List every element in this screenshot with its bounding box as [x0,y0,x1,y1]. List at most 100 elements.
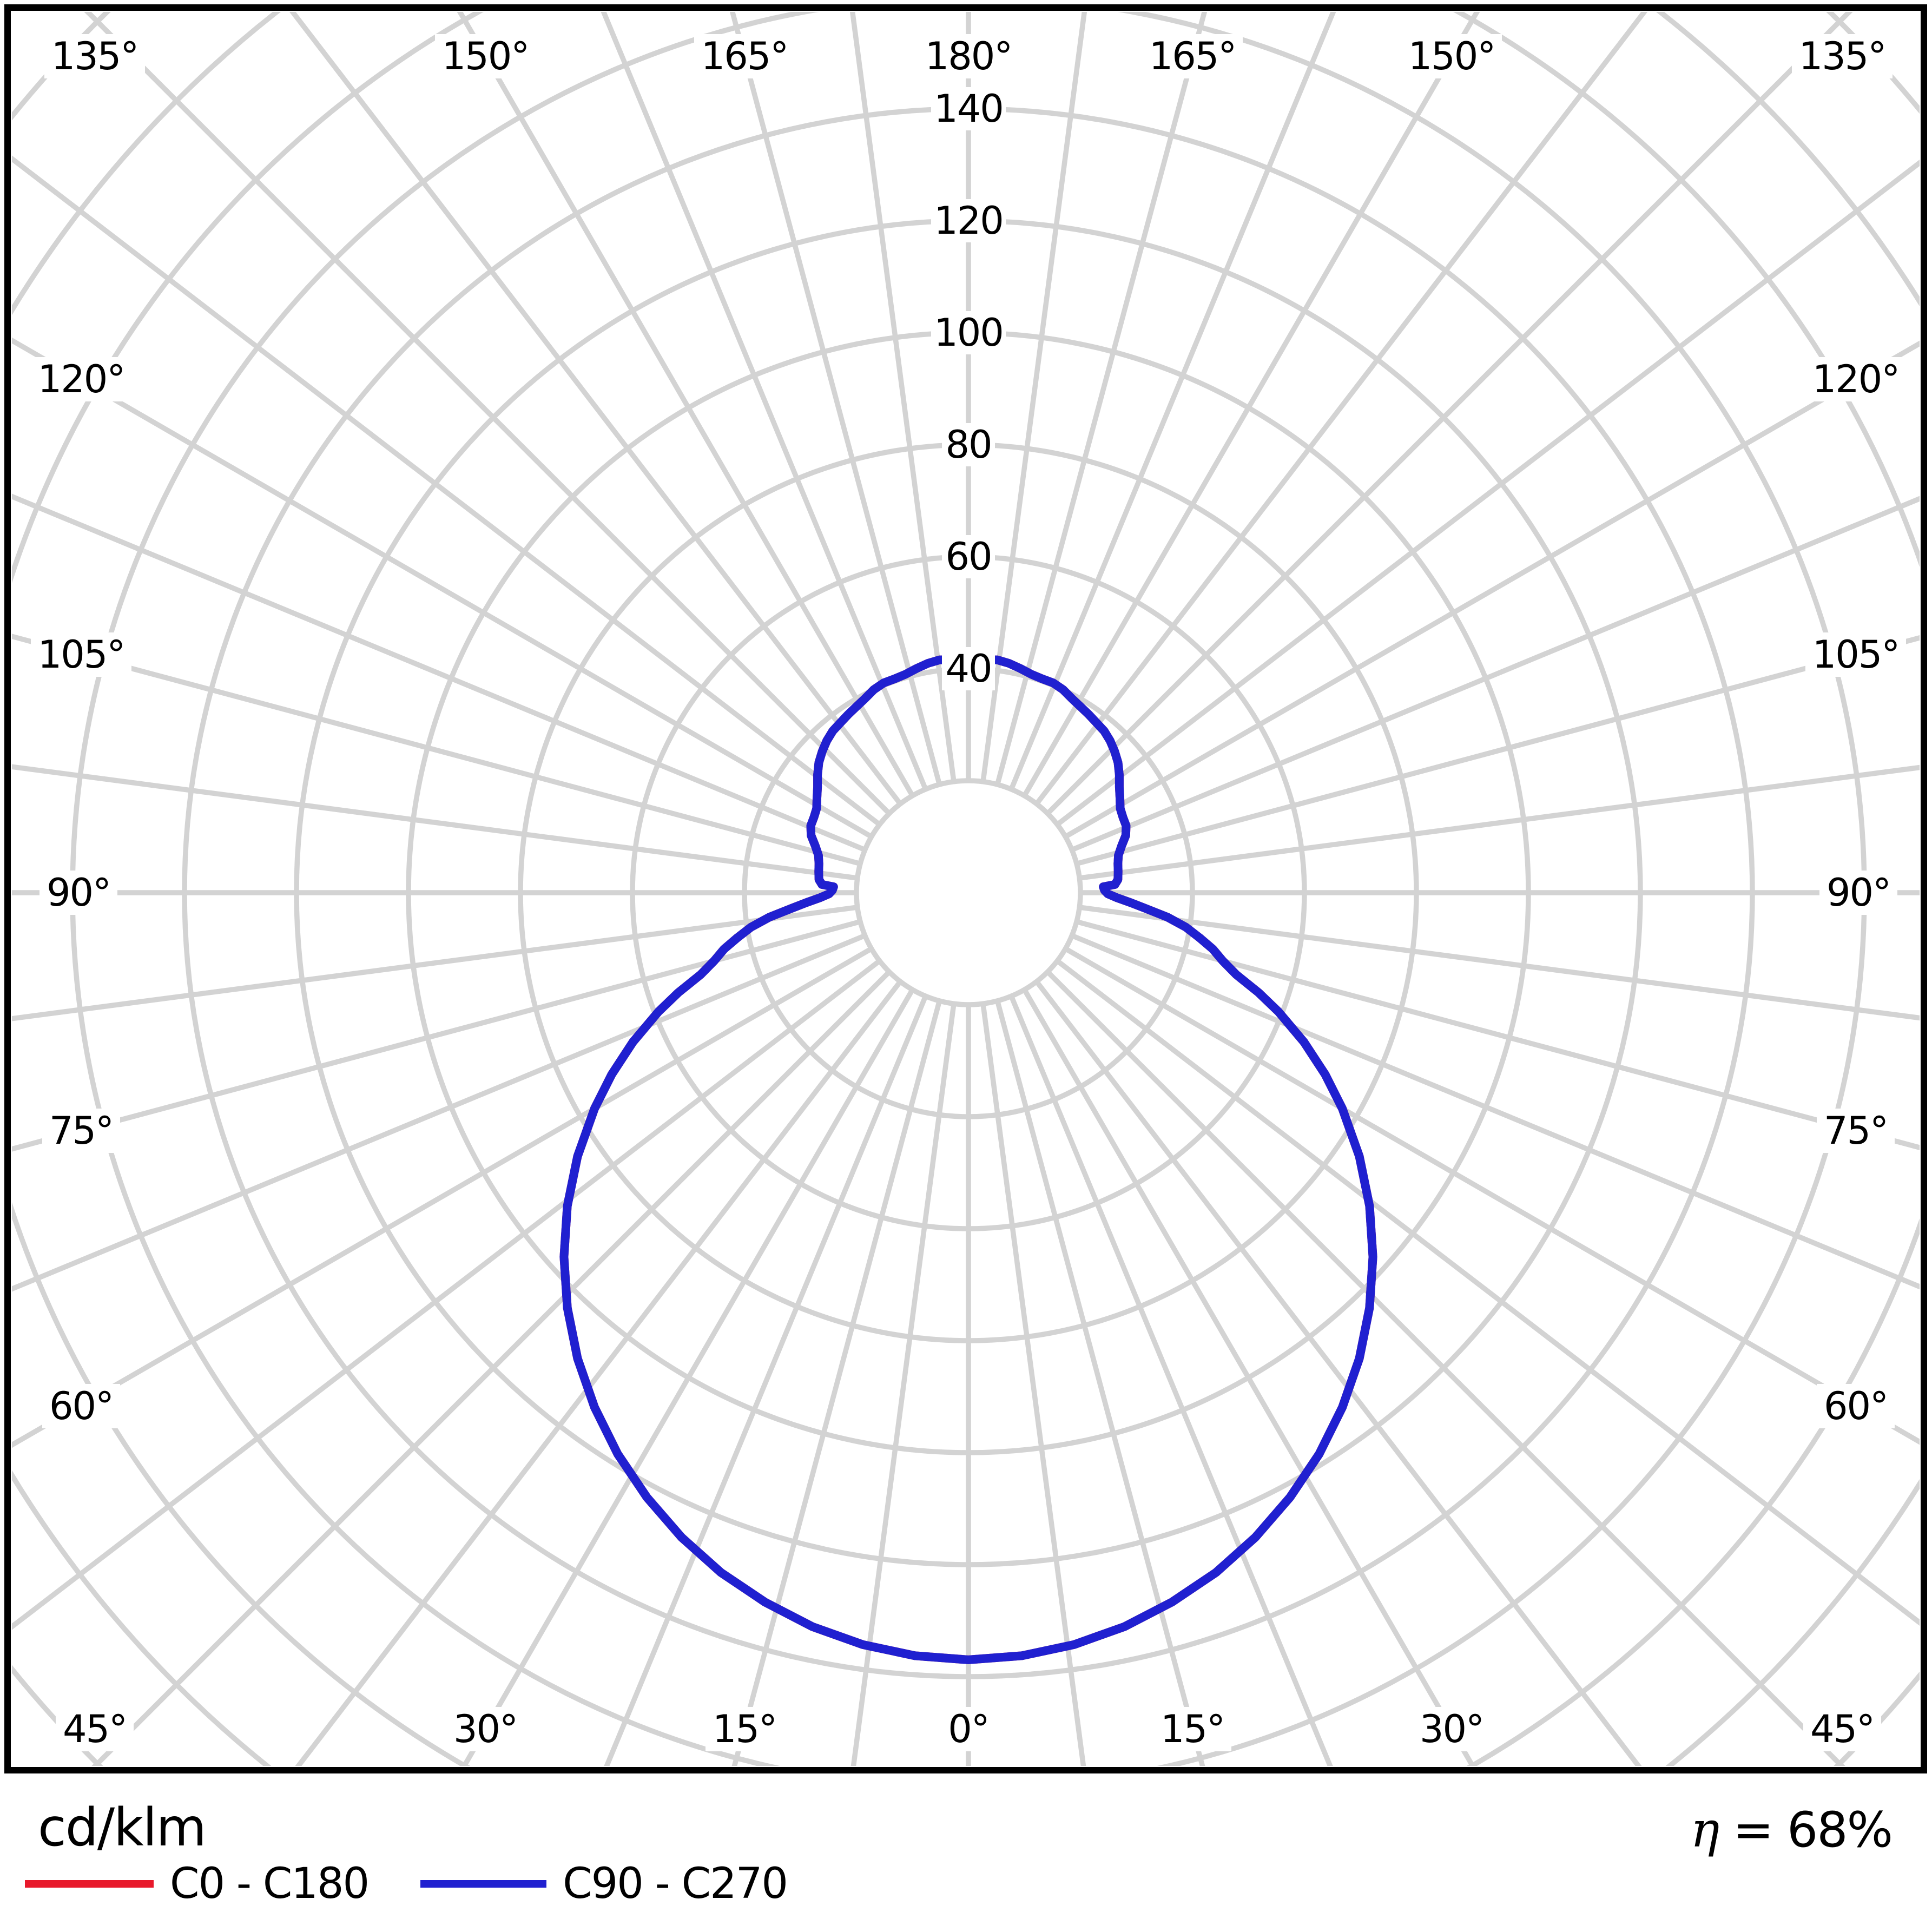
grid-ray [731,1000,942,1766]
grid-ray [289,12,902,806]
angle-label: 105° [1812,632,1900,677]
angle-label-bg [31,357,131,401]
grid-ray [1056,959,1920,1626]
angle-label: 150° [1408,34,1495,78]
angle-label-bg [941,1707,996,1751]
angle-label: 120° [38,357,125,401]
grid-ray [1071,933,1920,1290]
angle-label: 30° [453,1707,517,1751]
legend-swatch-c0-c180 [25,1880,154,1888]
radial-tick-label: 60 [945,535,991,579]
grid-ray [1008,12,1336,790]
angle-label-bg [56,1707,134,1751]
angle-label: 45° [1810,1707,1874,1751]
grid-ray [12,764,858,881]
angle-label: 135° [1799,34,1886,78]
angle-label-bg [1819,871,1897,915]
radial-tick-bg [942,423,995,466]
angle-label: 0° [948,1707,989,1751]
angle-label-bg [39,871,117,915]
radial-tick-label: 100 [934,311,1003,355]
grid-ray [1079,764,1920,881]
radial-tick-label: 140 [934,87,1003,131]
grid-ray [980,1003,1086,1766]
grid-ray [604,995,928,1766]
angle-label-bg [1817,1109,1895,1153]
angle-label: 105° [38,632,125,677]
angle-label-bg [1792,34,1893,78]
radial-tick-label: 120 [934,199,1003,243]
plot-frame [4,4,1927,1773]
radial-tick-bg [942,647,995,690]
angle-label-bg [31,632,131,677]
angle-label: 60° [49,1384,113,1428]
angle-label: 75° [49,1109,113,1153]
angle-label: 165° [1149,34,1236,78]
angle-label: 90° [1827,871,1890,915]
angle-label: 180° [925,34,1012,78]
grid-ray [1034,980,1642,1766]
grid-ray [12,634,861,867]
grid-ray [849,12,957,782]
angle-label: 90° [47,871,110,915]
angle-label-bg [42,1384,120,1428]
grid-ray [1076,635,1920,867]
c90-c270-curve [559,655,1377,1664]
grid-ray [12,919,861,1152]
grid-ray [12,905,858,1021]
angle-label-bg [1142,34,1243,78]
angle-label: 165° [701,34,788,78]
radial-unit-label: cd/klm [38,1797,207,1858]
grid-ray [1076,919,1920,1150]
radial-tick-bg [931,199,1006,242]
grid-ray [461,988,915,1766]
grid-ray [850,1003,957,1766]
grid-ray [12,946,873,1448]
grid-ray [1034,12,1648,806]
angle-label: 45° [63,1707,127,1751]
curves [559,655,1377,1664]
angle-label-bg [694,34,795,78]
legend: C0 - C180 C90 - C270 [25,1860,788,1908]
angle-label: 135° [51,34,139,78]
grid-ray [1079,905,1920,1021]
legend-swatch-c90-c270 [420,1880,547,1888]
eta-symbol: η [1690,1802,1719,1858]
grid-ray [12,959,881,1630]
grid-ray [1022,12,1480,797]
radial-tick-bg [931,311,1006,354]
efficiency-label: η = 68% [1690,1802,1893,1858]
angle-label-bg [1803,1707,1881,1751]
angle-label-bg [446,1707,524,1751]
angle-label-bg [1401,34,1502,78]
legend-label-c90-c270: C90 - C270 [563,1860,788,1908]
grid-ray [1064,340,1920,839]
grid-ray [601,12,928,790]
grid-ray [1022,988,1476,1766]
grid-ray [457,12,915,797]
legend-label-c0-c180: C0 - C180 [170,1860,370,1908]
grid-ray [1064,946,1920,1445]
angle-label-bg [705,1707,783,1751]
angle-label: 150° [442,34,529,78]
grid-labels: 40 60 80 100 120 140 135° 150° 165° 180° 165° 150° 1… [31,34,1906,1751]
angle-label-bg [1817,1384,1895,1428]
grid-ray [295,980,902,1766]
angle-label-bg [42,1109,120,1153]
angle-label-bg [1805,357,1906,401]
angle-label: 30° [1420,1707,1483,1751]
grid-circle [854,778,1083,1007]
radial-tick-label: 40 [945,647,991,691]
angle-label-bg [1805,632,1906,677]
radial-tick-label: 80 [945,423,991,467]
eta-value: = 68% [1732,1802,1893,1858]
grid-ray [1008,995,1333,1766]
angle-label: 120° [1812,357,1900,401]
angle-label-bg [1413,1707,1491,1751]
radial-tick-bg [942,535,995,578]
angle-label: 60° [1824,1384,1888,1428]
grid-ray [12,493,866,853]
angle-label: 15° [713,1707,776,1751]
